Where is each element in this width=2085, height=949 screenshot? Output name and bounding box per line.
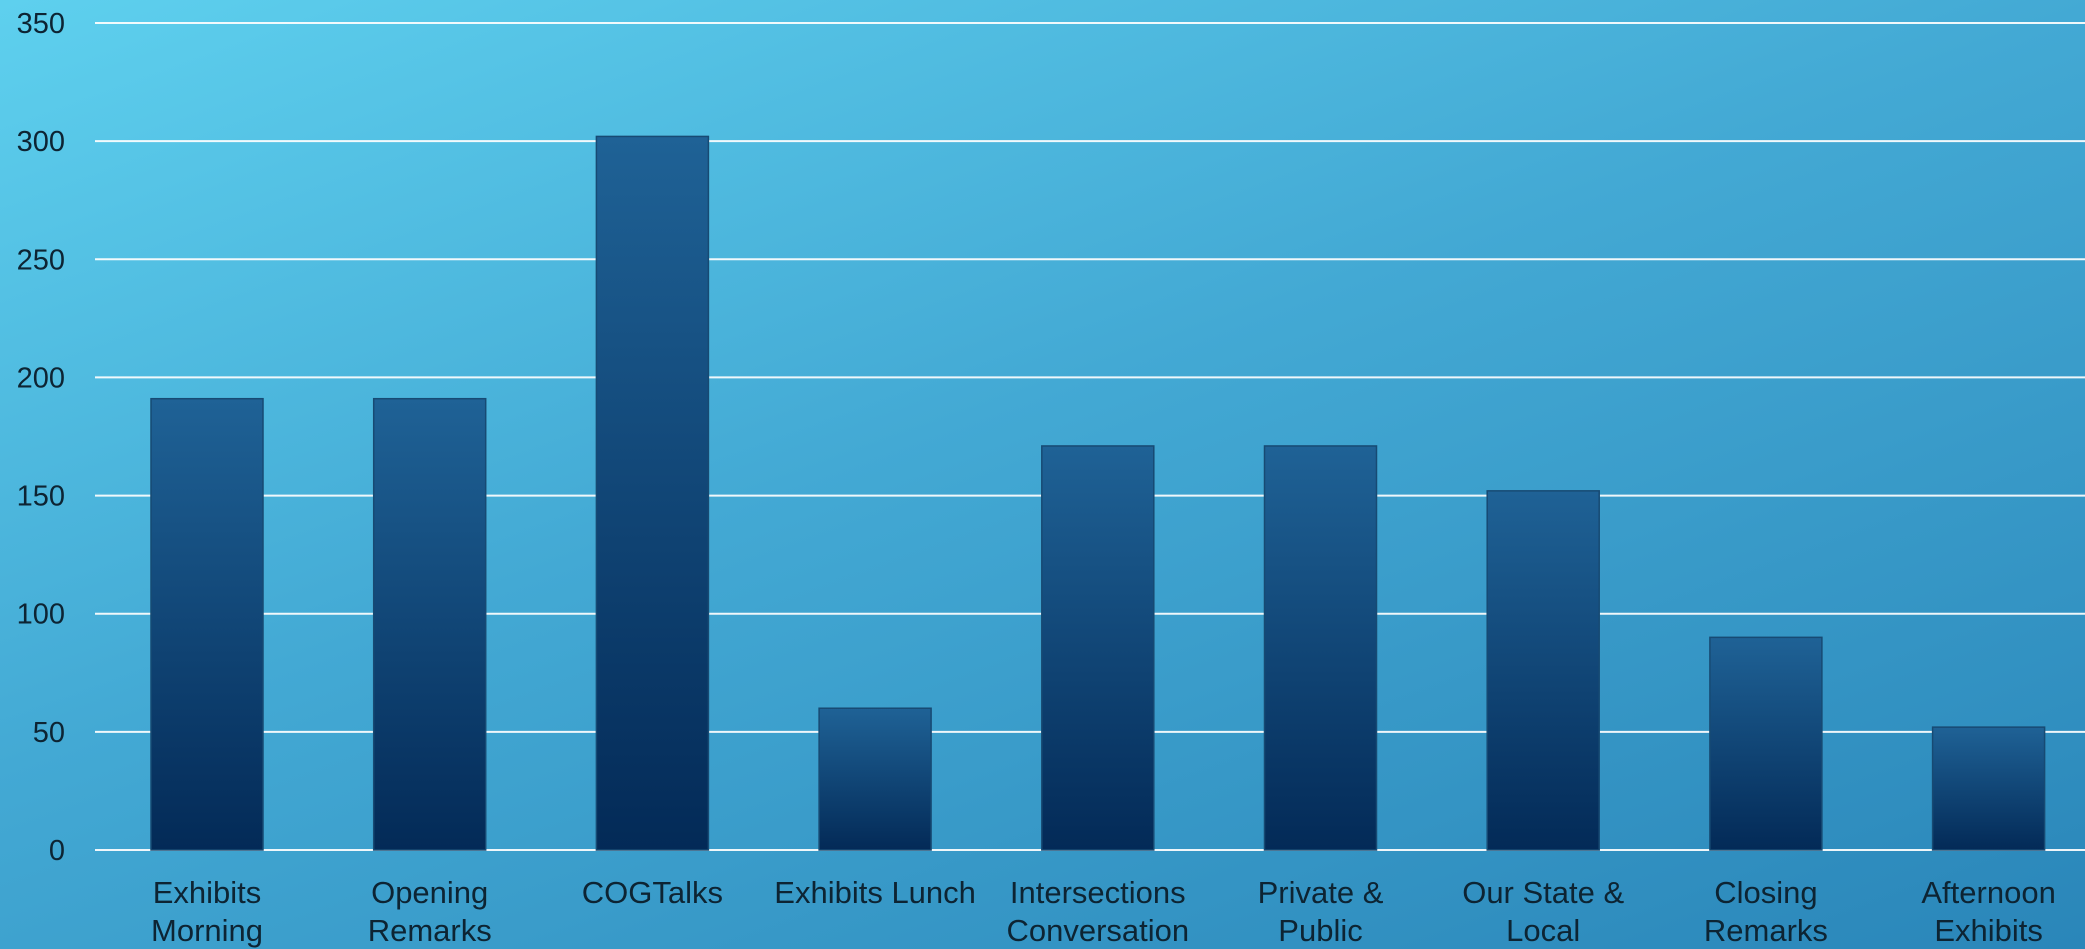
bar bbox=[1486, 490, 1600, 851]
x-category-label-line: Closing bbox=[1714, 875, 1817, 910]
y-tick-label: 300 bbox=[17, 126, 65, 158]
x-category-label: Exhibits Lunch bbox=[774, 875, 976, 910]
y-tick-label: 100 bbox=[17, 599, 65, 631]
x-category-label-line: Remarks bbox=[1704, 913, 1828, 948]
x-category-label: Private & Public bbox=[1258, 875, 1384, 948]
y-tick-label: 0 bbox=[49, 835, 65, 867]
bar bbox=[1931, 726, 2046, 851]
y-tick-label: 350 bbox=[17, 8, 65, 40]
x-category-label-line: Private & bbox=[1258, 875, 1384, 910]
bars bbox=[150, 135, 2046, 851]
x-category-label-line: Morning bbox=[151, 913, 263, 948]
x-category-label: Afternoon Exhibits bbox=[1921, 875, 2055, 948]
x-category-label: Exhibits Morning bbox=[151, 875, 263, 948]
bar bbox=[150, 397, 264, 851]
x-category-label-line: Local bbox=[1506, 913, 1580, 948]
x-category-label-line: Intersections bbox=[1010, 875, 1186, 910]
y-tick-label: 50 bbox=[33, 717, 65, 749]
y-tick-label: 250 bbox=[17, 244, 65, 276]
x-category-label-line: Opening bbox=[371, 875, 488, 910]
bar bbox=[595, 135, 710, 851]
x-category-label: Opening Remarks bbox=[368, 875, 492, 948]
x-category-label-line: Our State & bbox=[1462, 875, 1624, 910]
y-tick-label: 150 bbox=[17, 481, 65, 513]
x-category-label: COGTalks bbox=[582, 875, 723, 910]
x-category-label-line: Public bbox=[1278, 913, 1362, 948]
x-category-label-line: Exhibits Lunch bbox=[774, 875, 976, 910]
x-category-label-line: COGTalks bbox=[582, 875, 723, 910]
bar bbox=[372, 397, 487, 851]
x-category-label: Intersections Conversation bbox=[1006, 875, 1189, 948]
x-category-label-line: Exhibits bbox=[1934, 913, 2043, 948]
x-category-label: Our State & Local bbox=[1462, 875, 1624, 948]
bar bbox=[1041, 445, 1155, 851]
bar bbox=[1709, 636, 1823, 851]
bar bbox=[1263, 445, 1378, 851]
x-category-label: Closing Remarks bbox=[1704, 875, 1828, 948]
y-tick-label: 200 bbox=[17, 362, 65, 394]
x-category-label-line: Conversation bbox=[1006, 913, 1189, 948]
x-category-label-line: Exhibits bbox=[153, 875, 262, 910]
y-axis-tick-labels: 0 50 100 150 200 250 300 350 bbox=[17, 8, 65, 867]
x-category-label-line: Afternoon bbox=[1921, 875, 2055, 910]
bar bbox=[818, 707, 932, 851]
x-category-label-line: Remarks bbox=[368, 913, 492, 948]
